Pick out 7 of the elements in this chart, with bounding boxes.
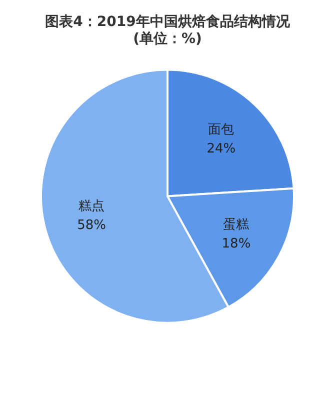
slice-label: 糕点 [78,199,105,214]
data-label: 24% [206,142,236,156]
data-label: 58% [77,218,106,234]
slice-label: 蛋糕 [223,217,250,232]
slice-label: 面包 [208,122,234,138]
chart-title: 图表4：2019年中国烘焙食品结构情况 (单位：%) [45,14,291,47]
data-label: 18% [222,236,251,252]
